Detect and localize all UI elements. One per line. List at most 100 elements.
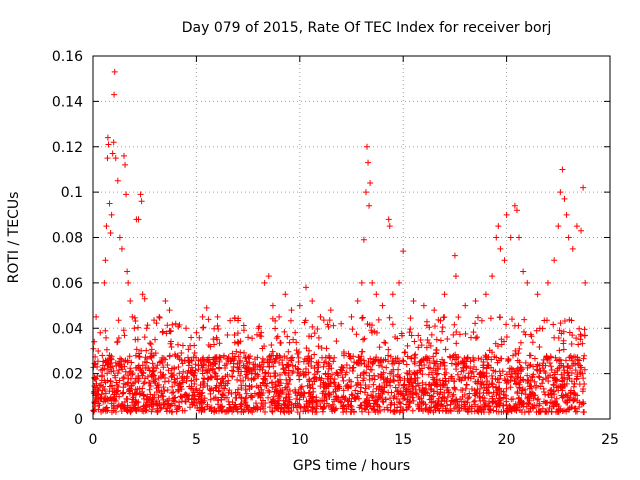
- scatter-point: [269, 302, 276, 309]
- scatter-point: [540, 360, 547, 367]
- scatter-point: [514, 357, 521, 364]
- scatter-point: [364, 392, 371, 399]
- scatter-point: [119, 390, 126, 397]
- scatter-point: [360, 377, 367, 384]
- scatter-point: [573, 223, 580, 230]
- scatter-point: [325, 373, 332, 380]
- scatter-point: [470, 357, 477, 364]
- scatter-point: [507, 234, 514, 241]
- scatter-point: [315, 343, 322, 350]
- scatter-point: [200, 384, 207, 391]
- scatter-point: [103, 346, 110, 353]
- scatter-point: [391, 378, 398, 385]
- scatter-point: [217, 354, 224, 361]
- scatter-point: [276, 359, 283, 366]
- scatter-point: [338, 320, 345, 327]
- scatter-point: [553, 395, 560, 402]
- scatter-point: [546, 405, 553, 412]
- scatter-point: [474, 408, 481, 415]
- scatter-point: [125, 279, 132, 286]
- scatter-point: [430, 353, 437, 360]
- scatter-point: [533, 382, 540, 389]
- scatter-point: [400, 396, 407, 403]
- scatter-point: [240, 409, 247, 416]
- scatter-point: [516, 401, 523, 408]
- scatter-point: [457, 359, 464, 366]
- scatter-point: [227, 404, 234, 411]
- scatter-point: [399, 407, 406, 414]
- scatter-point: [179, 373, 186, 380]
- scatter-point: [123, 191, 130, 198]
- scatter-point: [173, 406, 180, 413]
- scatter-point: [295, 366, 302, 373]
- scatter-point: [433, 347, 440, 354]
- scatter-point: [368, 392, 375, 399]
- scatter-point: [243, 394, 249, 401]
- scatter-point: [404, 375, 411, 382]
- scatter-point: [258, 400, 265, 407]
- scatter-point: [420, 302, 427, 309]
- scatter-point: [526, 352, 533, 359]
- scatter-point: [272, 317, 279, 324]
- scatter-point: [571, 380, 578, 387]
- scatter-point: [154, 407, 161, 414]
- scatter-point: [192, 361, 199, 368]
- scatter-point: [433, 350, 440, 357]
- scatter-point: [481, 403, 488, 410]
- scatter-point: [513, 207, 520, 214]
- scatter-point: [433, 383, 440, 390]
- scatter-point: [508, 316, 515, 323]
- scatter-point: [340, 393, 347, 400]
- scatter-point: [310, 405, 317, 412]
- scatter-point: [580, 399, 587, 406]
- scatter-point: [132, 397, 139, 404]
- scatter-point: [490, 367, 497, 374]
- scatter-point: [362, 189, 369, 196]
- scatter-point: [320, 379, 327, 386]
- scatter-point: [134, 324, 141, 331]
- scatter-point: [188, 377, 195, 384]
- scatter-point: [441, 371, 448, 378]
- scatter-point: [533, 327, 540, 334]
- scatter-point: [325, 390, 332, 397]
- scatter-point: [334, 370, 341, 377]
- scatter-point: [211, 369, 218, 376]
- y-tick-label: 0.1: [61, 185, 83, 201]
- scatter-point: [551, 257, 558, 264]
- scatter-point: [319, 354, 326, 361]
- scatter-point: [295, 354, 302, 361]
- scatter-point: [484, 378, 491, 385]
- scatter-point: [449, 393, 456, 400]
- scatter-point: [571, 397, 578, 404]
- scatter-point: [384, 406, 391, 413]
- scatter-point: [452, 400, 459, 407]
- scatter-point: [470, 373, 477, 380]
- scatter-point: [272, 325, 279, 332]
- scatter-point: [538, 408, 545, 415]
- scatter-point: [331, 354, 338, 361]
- dense-scatter-band: [90, 313, 588, 416]
- scatter-point: [350, 353, 357, 360]
- scatter-point: [546, 359, 553, 366]
- scatter-point: [453, 366, 460, 373]
- scatter-point: [442, 346, 449, 353]
- scatter-point: [95, 391, 102, 398]
- scatter-point: [274, 377, 281, 384]
- scatter-point: [99, 352, 106, 359]
- scatter-point: [172, 394, 179, 401]
- scatter-point: [201, 380, 208, 387]
- scatter-point: [121, 399, 128, 406]
- scatter-point: [503, 385, 510, 392]
- scatter-point: [495, 395, 502, 402]
- scatter-point: [543, 399, 550, 406]
- scatter-point: [323, 345, 330, 352]
- scatter-point: [282, 291, 289, 298]
- scatter-point: [218, 396, 225, 403]
- scatter-point: [321, 359, 328, 366]
- scatter-point: [150, 317, 157, 324]
- scatter-point: [354, 390, 361, 397]
- scatter-point: [264, 380, 271, 387]
- scatter-point: [252, 400, 259, 407]
